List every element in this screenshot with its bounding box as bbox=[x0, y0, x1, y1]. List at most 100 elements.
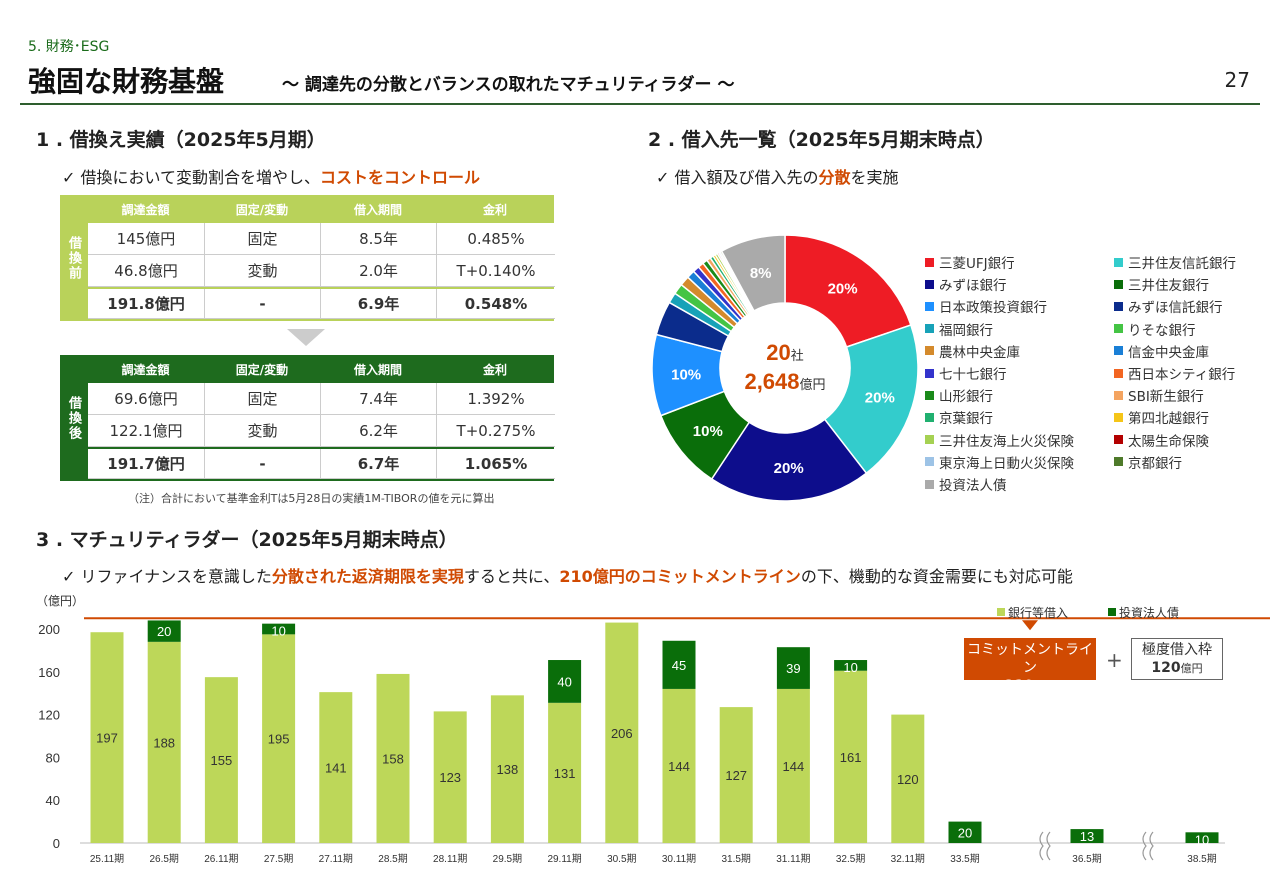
legend-label: 東京海上日動火災保険 bbox=[939, 455, 1074, 472]
pie-slice bbox=[709, 255, 751, 316]
col-header: 固定/変動 bbox=[235, 202, 289, 217]
table-cell: 0.548% bbox=[437, 289, 555, 319]
y-tick-label: 160 bbox=[38, 665, 60, 680]
bar-bond bbox=[147, 620, 181, 642]
bar-bank-label: 197 bbox=[96, 731, 118, 746]
bar-bank bbox=[147, 641, 181, 843]
bar-bank bbox=[891, 714, 925, 843]
section1-bullet: ✓ 借換において変動割合を増やし、コストをコントロール bbox=[62, 164, 480, 188]
bar-bank bbox=[548, 702, 582, 843]
x-tick-label: 27.5期 bbox=[264, 853, 293, 865]
table-cell: 固定 bbox=[205, 223, 321, 255]
section3-bullet-suffix: の下、機動的な資金需要にも対応可能 bbox=[800, 567, 1073, 586]
section3-bullet-highlight1: 分散された返済期限を実現 bbox=[271, 567, 464, 586]
legend-swatch bbox=[1114, 457, 1123, 467]
bar-bank-label: 206 bbox=[611, 726, 633, 741]
bar-bank-label: 144 bbox=[783, 759, 805, 774]
bar-bank bbox=[90, 632, 124, 843]
legend-swatch bbox=[1114, 390, 1123, 400]
table-cell: 122.1億円 bbox=[88, 415, 205, 447]
legend-item: SBI新生銀行 bbox=[1114, 385, 1204, 405]
bar-bank bbox=[605, 622, 639, 843]
table-cell: 69.6億円 bbox=[88, 383, 205, 415]
pie-slice bbox=[719, 250, 756, 313]
legend-swatch bbox=[1114, 324, 1123, 334]
table-before-header: 調達金額 固定/変動 借入期間 金利 bbox=[87, 195, 554, 223]
legend-item: みずほ信託銀行 bbox=[1114, 296, 1223, 316]
pie-slice bbox=[710, 418, 868, 502]
pie-slice bbox=[714, 252, 753, 314]
section1-bullet-highlight: コストをコントロール bbox=[320, 168, 481, 187]
table-row: 145億円 固定 8.5年 0.485% bbox=[88, 223, 555, 255]
legend-item: みずほ銀行 bbox=[925, 274, 1007, 294]
table-after-header: 調達金額 固定/変動 借入期間 金利 bbox=[87, 355, 554, 383]
table-cell: 191.8億円 bbox=[88, 289, 205, 319]
commitment-line-box: コミットメントライン 210億円 bbox=[964, 638, 1096, 694]
bar-bank-label: 123 bbox=[439, 770, 461, 785]
axis-break-mark bbox=[1046, 831, 1051, 861]
bar-bank bbox=[319, 692, 353, 843]
legend-label: 農林中央金庫 bbox=[939, 344, 1020, 361]
section3-bullet-text: ✓ リファイナンスを意識した bbox=[62, 567, 272, 586]
x-tick-label: 29.11期 bbox=[547, 853, 581, 865]
pie-center-amount-unit: 億円 bbox=[800, 377, 826, 392]
bar-bank-label: 161 bbox=[840, 750, 862, 765]
legend-label: りそな銀行 bbox=[1128, 322, 1196, 339]
bar-bank bbox=[776, 688, 810, 843]
col-header: 金利 bbox=[482, 202, 507, 217]
legend-label: みずほ銀行 bbox=[939, 278, 1007, 295]
legend-label: 福岡銀行 bbox=[939, 322, 993, 339]
pie-slice bbox=[717, 250, 755, 313]
legend-label: 西日本シティ銀行 bbox=[1128, 367, 1236, 383]
bar-bank-label: 144 bbox=[668, 759, 690, 774]
pie-slice-label: 10% bbox=[693, 423, 723, 440]
bar-bond-label: 39 bbox=[786, 661, 800, 676]
y-tick-label: 80 bbox=[46, 750, 60, 765]
x-tick-label: 26.11期 bbox=[204, 853, 238, 865]
legend-item: 京都銀行 bbox=[1114, 452, 1182, 472]
page-subtitle: ～ 調達先の分散とバランスの取れたマチュリティラダー ～ bbox=[282, 75, 735, 95]
pie-slice bbox=[697, 262, 746, 320]
x-tick-label: 29.5期 bbox=[493, 853, 522, 865]
pie-slice bbox=[659, 390, 751, 481]
bar-bond-label: 20 bbox=[958, 825, 972, 840]
legend-item: 山形銀行 bbox=[925, 385, 993, 405]
legend-label: 三井住友海上火災保険 bbox=[939, 433, 1074, 450]
legend-swatch bbox=[1114, 346, 1123, 356]
table-after-side-label: 借換後 bbox=[60, 355, 87, 481]
legend-item: 三井住友海上火災保険 bbox=[925, 430, 1074, 450]
bar-bank bbox=[662, 688, 696, 843]
legend-swatch bbox=[925, 435, 934, 445]
legend-item: 西日本シティ銀行 bbox=[1114, 363, 1235, 383]
commitment-line-unit: 億円 bbox=[1033, 680, 1056, 693]
legend-label: SBI新生銀行 bbox=[1128, 389, 1204, 406]
legend-item: 農林中央金庫 bbox=[925, 341, 1020, 361]
down-arrow-icon bbox=[287, 329, 325, 346]
section2-bullet-text: ✓ 借入額及び借入先の bbox=[656, 168, 819, 187]
bar-bond-label: 10 bbox=[843, 660, 857, 675]
table-cell: - bbox=[205, 449, 321, 479]
table-cell: 8.5年 bbox=[321, 223, 437, 255]
section-label: 5. 財務･ESG bbox=[28, 39, 110, 55]
y-tick-label: 40 bbox=[46, 793, 60, 808]
legend-label: 太陽生命保険 bbox=[1128, 433, 1209, 450]
legend-swatch bbox=[925, 479, 934, 489]
x-tick-label: 32.5期 bbox=[836, 853, 865, 865]
bar-bank-label: 188 bbox=[153, 735, 175, 750]
legend-label: 第四北越銀行 bbox=[1128, 411, 1209, 428]
pie-center-count: 20社 bbox=[766, 340, 804, 365]
legend-label: 三井住友銀行 bbox=[1128, 278, 1209, 295]
bar-legend-swatch bbox=[1108, 608, 1116, 616]
table-cell: 7.4年 bbox=[321, 383, 437, 415]
legend-swatch bbox=[925, 457, 934, 467]
legend-item: 三井住友銀行 bbox=[1114, 274, 1209, 294]
bar-bank-label: 127 bbox=[725, 768, 747, 783]
x-tick-label: 28.11期 bbox=[433, 853, 467, 865]
table-after: 借換後 調達金額 固定/変動 借入期間 金利 69.6億円 固定 7.4年 1.… bbox=[60, 355, 555, 481]
pie-center-amount-value: 2,648 bbox=[744, 369, 799, 394]
legend-swatch bbox=[925, 301, 934, 311]
pie-slice bbox=[712, 253, 752, 315]
col-header: 借入期間 bbox=[353, 202, 402, 217]
bar-bank-label: 131 bbox=[554, 766, 576, 781]
table-cell: T+0.140% bbox=[437, 255, 555, 287]
